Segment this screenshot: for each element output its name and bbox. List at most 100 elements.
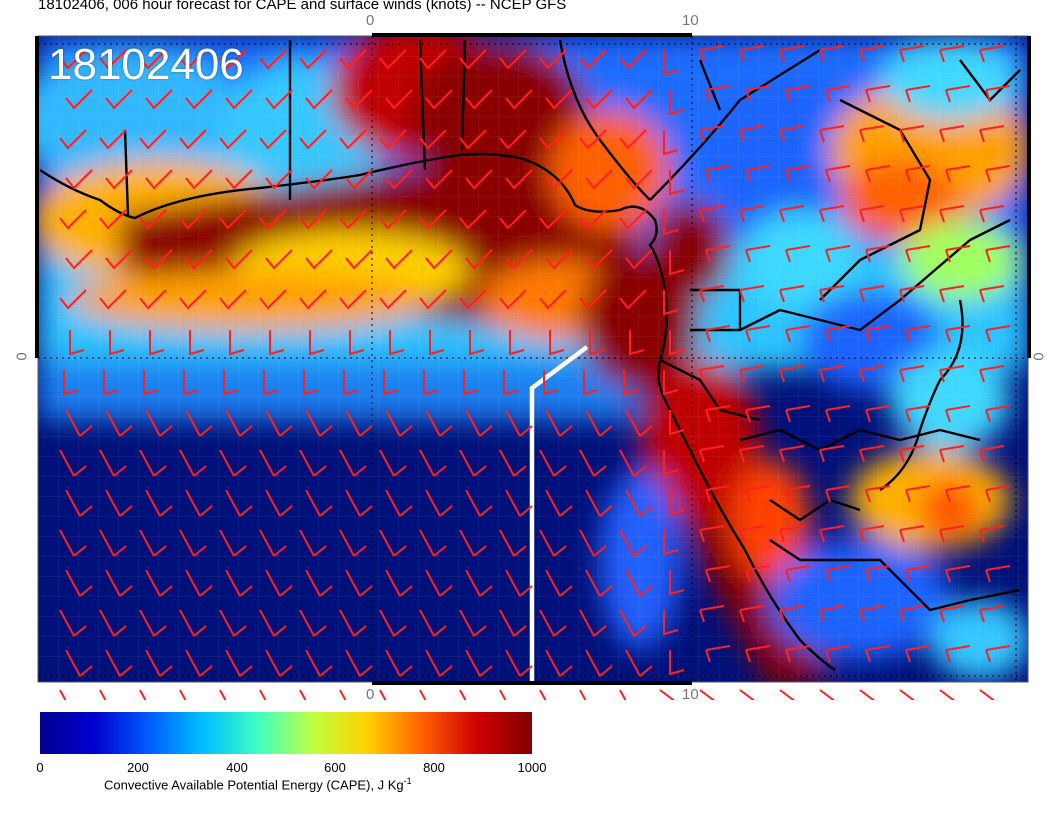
wind-barb [785, 325, 811, 343]
wind-barb [383, 370, 399, 396]
wind-barb [945, 405, 971, 423]
wind-barb [465, 169, 493, 190]
wind-barb [939, 445, 965, 463]
wind-barb [499, 289, 527, 310]
wind-barb [745, 325, 771, 343]
wind-barb [619, 449, 647, 477]
wind-barb [419, 609, 447, 637]
wind-barb [349, 330, 365, 356]
wind-barb [345, 249, 373, 270]
wind-barb [545, 409, 573, 437]
wind-barb [419, 289, 447, 310]
wind-barb [623, 370, 639, 396]
wind-barb [425, 409, 453, 437]
wind-barb [459, 289, 487, 310]
wind-barb [905, 85, 931, 103]
wind-barb [305, 169, 333, 190]
wind-barb [825, 645, 851, 663]
wind-barb [865, 165, 891, 183]
wind-barb [299, 529, 327, 557]
wind-barb [419, 209, 447, 230]
wind-barb [265, 249, 293, 270]
wind-barb [385, 489, 413, 517]
wind-barb [819, 365, 845, 383]
wind-barb [505, 249, 533, 270]
wind-barb [739, 525, 765, 543]
wind-barb [585, 89, 613, 110]
wind-barb [663, 290, 679, 316]
wind-barb [63, 370, 79, 396]
wind-barb [899, 445, 925, 463]
wind-barb [223, 370, 239, 396]
wind-barb [419, 129, 447, 150]
wind-barb [465, 569, 493, 597]
wind-barb [865, 645, 891, 663]
wind-barb [985, 245, 1011, 263]
wind-barb [899, 285, 925, 303]
wind-barb [99, 529, 127, 557]
wind-barb [739, 285, 765, 303]
wind-barb [379, 609, 407, 637]
wind-barb [625, 169, 653, 190]
wind-barb [499, 689, 507, 700]
wind-barb [945, 85, 971, 103]
wind-barb [819, 445, 845, 463]
wind-barb [425, 249, 453, 270]
wind-barb [905, 165, 931, 183]
wind-barb [99, 209, 127, 230]
wind-barb [669, 650, 685, 676]
wind-barb [905, 245, 931, 263]
wind-barb [699, 125, 725, 143]
wind-barb [945, 485, 971, 503]
wind-barb [185, 649, 213, 677]
wind-barb [745, 85, 771, 103]
wind-barb [779, 525, 805, 543]
wind-barb [619, 689, 627, 700]
wind-barb [499, 49, 527, 70]
wind-barb [939, 205, 965, 223]
wind-barb [865, 245, 891, 263]
wind-barb [219, 129, 247, 150]
wind-barb [259, 529, 287, 557]
wind-barb [265, 169, 293, 190]
wind-barb [219, 49, 247, 70]
wind-barb [339, 689, 347, 700]
wind-barb [379, 49, 407, 70]
wind-barb [745, 245, 771, 263]
wind-barb [185, 489, 213, 517]
forecast-stamp: 18102406 [48, 40, 244, 89]
wind-barb [59, 449, 87, 477]
wind-barb [339, 609, 367, 637]
colorbar-title: Convective Available Potential Energy (C… [104, 776, 412, 793]
wind-barb [739, 445, 765, 463]
wind-barb [545, 169, 573, 190]
wind-barb [985, 645, 1011, 663]
wind-barb [859, 45, 885, 63]
wind-barb [905, 645, 931, 663]
wind-barb [585, 169, 613, 190]
wind-barb [543, 370, 559, 396]
wind-barb [579, 609, 607, 637]
wind-barb [779, 445, 805, 463]
wind-barb [779, 689, 795, 700]
wind-barb [179, 289, 207, 310]
wind-barb [659, 689, 675, 700]
tick-bottom-left: 0 [366, 686, 375, 703]
wind-barb [619, 209, 647, 230]
wind-barb [105, 409, 133, 437]
wind-barb [463, 370, 479, 396]
wind-barb [663, 130, 679, 156]
wind-barb [939, 285, 965, 303]
wind-barb [385, 169, 413, 190]
wind-barb [419, 529, 447, 557]
wind-barb [619, 129, 647, 150]
wind-barb [219, 609, 247, 637]
wind-barb [539, 609, 567, 637]
wind-barb [705, 565, 731, 583]
wind-barb [545, 89, 573, 110]
analysis-line [529, 345, 589, 682]
wind-barb [739, 689, 755, 700]
wind-barb [585, 569, 613, 597]
wind-barb [379, 449, 407, 477]
wind-barb [825, 85, 851, 103]
